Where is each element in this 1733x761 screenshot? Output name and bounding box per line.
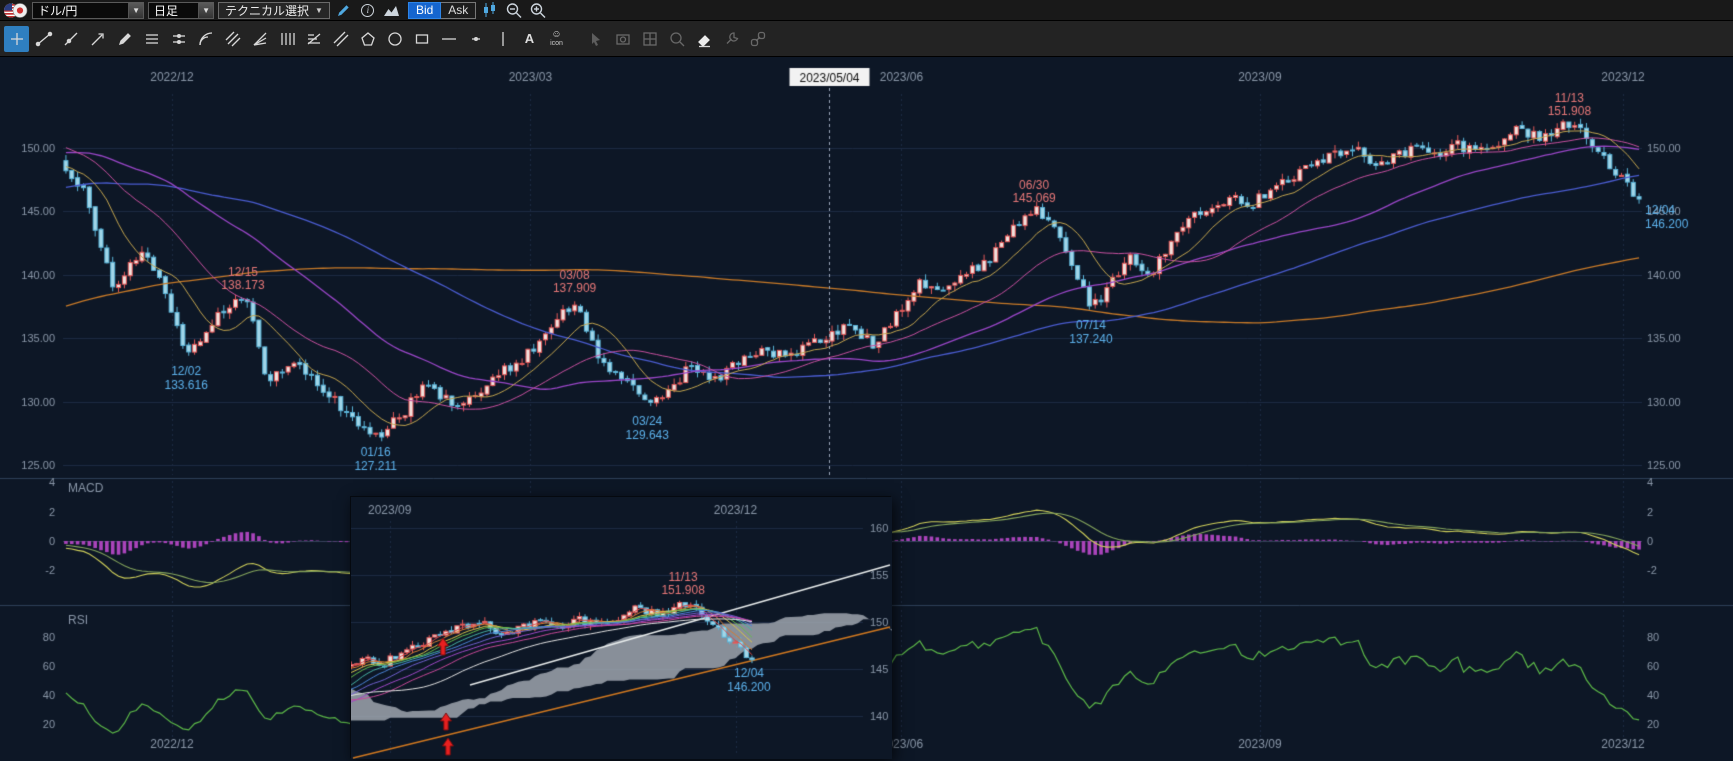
horizontal-line-tool[interactable] bbox=[436, 26, 461, 52]
drawing-toolbar: A ☺ icon bbox=[0, 21, 1733, 57]
ask-button[interactable]: Ask bbox=[441, 1, 477, 19]
zoom-out-icon bbox=[507, 2, 522, 18]
timeframe-selector[interactable]: 日足 ▼ bbox=[148, 1, 214, 19]
trend-line-tool[interactable] bbox=[31, 26, 56, 52]
timeframe-dropdown-arrow-icon[interactable]: ▼ bbox=[198, 2, 213, 18]
pair-selector[interactable]: ドル/円 ▼ bbox=[32, 1, 144, 19]
grid-layout-tool bbox=[637, 26, 662, 52]
fibonacci-arc-tool[interactable] bbox=[193, 26, 218, 52]
bid-ask-toggle: Bid Ask bbox=[407, 1, 477, 19]
zoom-in-icon bbox=[531, 2, 546, 18]
pentagon-tool[interactable] bbox=[355, 26, 380, 52]
arrow-line-tool[interactable] bbox=[85, 26, 110, 52]
pencil-tool[interactable] bbox=[112, 26, 137, 52]
eraser-tool[interactable] bbox=[691, 26, 716, 52]
price-line-tool[interactable] bbox=[463, 26, 488, 52]
candle-chart-button[interactable] bbox=[480, 1, 500, 19]
zoom-area-tool bbox=[664, 26, 689, 52]
time-zones-tool[interactable] bbox=[274, 26, 299, 52]
draw-pencil-button[interactable] bbox=[334, 1, 354, 19]
select-cursor-tool bbox=[583, 26, 608, 52]
area-chart-button[interactable] bbox=[382, 1, 402, 19]
ellipse-tool[interactable] bbox=[382, 26, 407, 52]
text-tool[interactable]: A bbox=[517, 26, 542, 52]
inset-chart-canvas[interactable] bbox=[351, 497, 892, 759]
link-tool bbox=[745, 26, 770, 52]
zoom-out-button[interactable] bbox=[504, 1, 524, 19]
timeframe-value: 日足 bbox=[154, 3, 179, 18]
usdjpy-flag-icon bbox=[3, 2, 28, 19]
chevron-down-icon: ▼ bbox=[315, 5, 323, 15]
inset-chart-window[interactable] bbox=[350, 496, 892, 759]
crosshair-tool[interactable] bbox=[4, 25, 29, 52]
rectangle-tool[interactable] bbox=[409, 26, 434, 52]
fan-lines-tool[interactable] bbox=[247, 26, 272, 52]
parallel-levels-tool[interactable] bbox=[166, 26, 191, 52]
zoom-in-button[interactable] bbox=[528, 1, 548, 19]
candle-chart-icon bbox=[484, 2, 496, 17]
technical-select-label: テクニカル選択 bbox=[225, 3, 310, 18]
info-button[interactable]: i bbox=[358, 1, 378, 19]
horizontal-levels-tool[interactable] bbox=[139, 26, 164, 52]
fib-retracement-tool[interactable] bbox=[301, 26, 326, 52]
pair-value: ドル/円 bbox=[38, 3, 78, 18]
vertical-line-tool[interactable] bbox=[490, 26, 515, 52]
area-chart-icon bbox=[384, 5, 400, 16]
chart-capture-tool bbox=[610, 26, 635, 52]
bid-button[interactable]: Bid bbox=[407, 1, 442, 19]
pair-dropdown-arrow-icon[interactable]: ▼ bbox=[128, 2, 143, 18]
technical-select-button[interactable]: テクニカル選択 ▼ bbox=[218, 1, 330, 19]
top-toolbar: ドル/円 ▼ 日足 ▼ テクニカル選択 ▼ i Bid Ask bbox=[0, 0, 1733, 21]
ray-line-tool[interactable] bbox=[58, 26, 83, 52]
hatch-lines-tool[interactable] bbox=[220, 26, 245, 52]
settings-tool bbox=[718, 26, 743, 52]
channel-tool[interactable] bbox=[328, 26, 353, 52]
icon-stamp-tool[interactable]: ☺ icon bbox=[544, 26, 569, 52]
info-icon: i bbox=[361, 3, 375, 17]
